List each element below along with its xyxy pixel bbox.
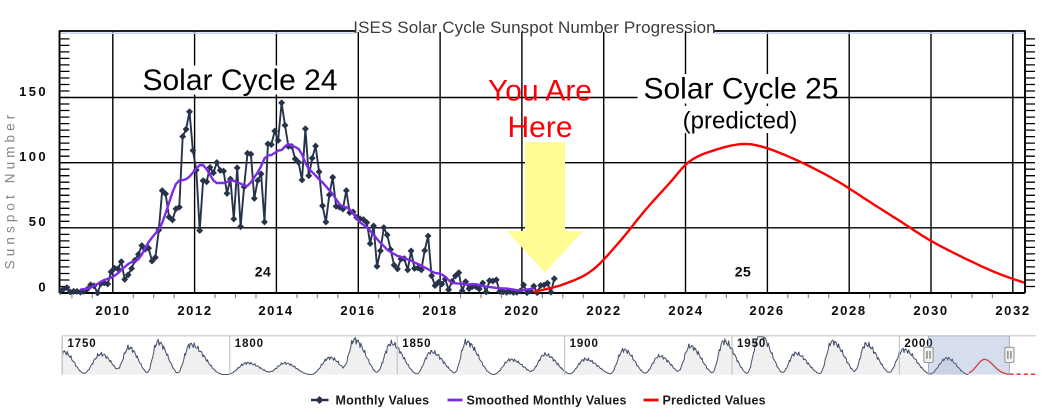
svg-text:1800: 1800 (235, 338, 264, 350)
svg-text:100: 100 (19, 149, 48, 164)
svg-text:(predicted): (predicted) (683, 108, 798, 135)
svg-text:ISES Solar Cycle Sunspot Numbe: ISES Solar Cycle Sunspot Number Progress… (353, 18, 715, 37)
svg-text:2012: 2012 (177, 303, 212, 318)
svg-text:1750: 1750 (67, 338, 96, 350)
svg-text:2030: 2030 (913, 303, 948, 318)
svg-text:Here: Here (507, 111, 572, 144)
svg-text:Solar Cycle 24: Solar Cycle 24 (142, 64, 337, 97)
svg-text:2014: 2014 (258, 303, 293, 318)
svg-text:2032: 2032 (995, 303, 1030, 318)
svg-text:1900: 1900 (570, 338, 599, 350)
svg-text:Monthly Values: Monthly Values (336, 394, 430, 408)
svg-text:1850: 1850 (402, 338, 431, 350)
svg-text:25: 25 (735, 264, 752, 280)
svg-text:Smoothed Monthly Values: Smoothed Monthly Values (467, 394, 627, 408)
svg-text:2010: 2010 (95, 303, 130, 318)
svg-text:Sunspot Number: Sunspot Number (3, 111, 18, 270)
svg-text:2022: 2022 (586, 303, 621, 318)
svg-text:50: 50 (29, 214, 48, 229)
svg-text:2028: 2028 (831, 303, 866, 318)
svg-text:2016: 2016 (340, 303, 375, 318)
svg-text:2018: 2018 (422, 303, 457, 318)
svg-text:Solar Cycle 25: Solar Cycle 25 (643, 73, 838, 106)
svg-text:150: 150 (19, 84, 48, 99)
svg-text:2024: 2024 (668, 303, 703, 318)
svg-text:2020: 2020 (504, 303, 539, 318)
svg-text:Predicted Values: Predicted Values (663, 394, 766, 408)
svg-text:24: 24 (255, 264, 272, 280)
svg-text:1950: 1950 (737, 338, 766, 350)
svg-text:0: 0 (38, 279, 48, 294)
svg-text:You Are: You Are (488, 75, 592, 108)
svg-text:2026: 2026 (749, 303, 784, 318)
